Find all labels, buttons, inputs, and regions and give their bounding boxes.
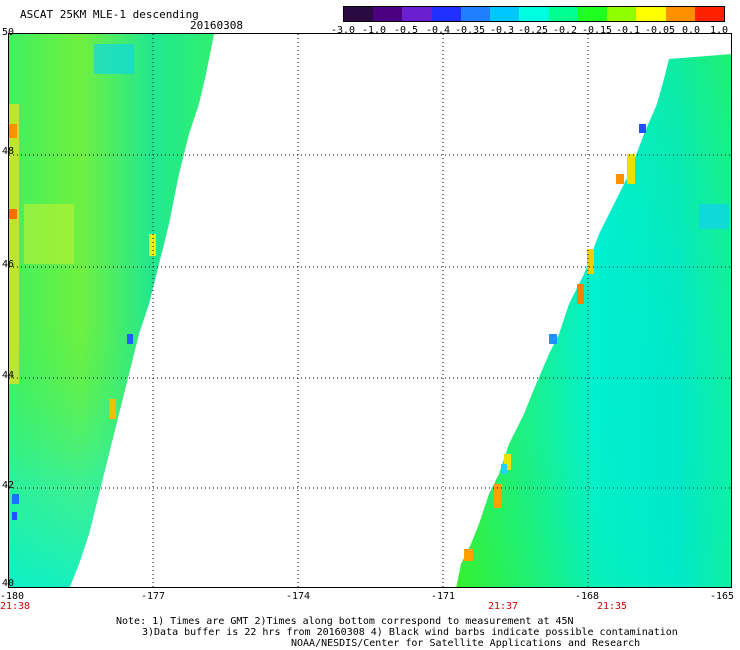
lat-label: 42 (2, 480, 15, 491)
time-label: 21:38 (0, 601, 31, 612)
legend-tick: 0.0 (681, 25, 701, 36)
right-swath-cyan (501, 464, 507, 474)
legend-swatch (519, 7, 549, 21)
legend-swatch (607, 7, 637, 21)
time-label: 21:35 (596, 601, 628, 612)
right-swath-blue (639, 124, 646, 133)
legend-tick: -0.1 (615, 25, 641, 36)
legend-tick: 1.0 (709, 25, 729, 36)
map-canvas (9, 34, 731, 587)
left-swath-yellow-patch (24, 204, 74, 264)
left-swath-orange (9, 124, 17, 138)
lat-label: 50 (2, 27, 15, 38)
left-swath-edge (9, 104, 19, 384)
legend-tick: -1.0 (361, 25, 387, 36)
note-line-2: 3)Data buffer is 22 hrs from 20160308 4)… (142, 627, 678, 638)
note-line-1: Note: 1) Times are GMT 2)Times along bot… (116, 616, 574, 627)
legend-swatch (344, 7, 374, 21)
right-swath-blue (549, 334, 557, 344)
legend-swatch (373, 7, 403, 21)
color-legend (343, 6, 725, 22)
legend-swatch (548, 7, 578, 21)
legend-swatch (460, 7, 491, 21)
lat-label: 44 (2, 370, 15, 381)
legend-tick: -0.5 (393, 25, 419, 36)
right-swath-cyan-patch (699, 204, 729, 229)
lon-label: -171 (430, 591, 456, 602)
legend-swatch (402, 7, 432, 21)
legend-swatch (636, 7, 666, 21)
legend-swatch (665, 7, 695, 21)
legend-tick: -0.2 (552, 25, 578, 36)
legend-tick: -0.25 (517, 25, 549, 36)
map-date: 20160308 (190, 19, 243, 32)
map-plot-area (8, 33, 732, 588)
time-label: 21:37 (487, 601, 519, 612)
legend-tick: -0.4 (425, 25, 451, 36)
left-swath-shade (9, 314, 139, 587)
lon-label: -174 (285, 591, 311, 602)
lat-label: 48 (2, 146, 15, 157)
left-swath-yellow (109, 399, 116, 419)
legend-tick: -0.3 (489, 25, 515, 36)
lon-label: -177 (140, 591, 166, 602)
right-swath-orange (616, 174, 624, 184)
map-title: ASCAT 25KM MLE-1 descending (20, 8, 199, 21)
lat-label: 46 (2, 259, 15, 270)
legend-tick: -3.0 (330, 25, 356, 36)
legend-tick: -0.35 (454, 25, 486, 36)
left-swath-yellow (149, 234, 156, 256)
right-swath-yellow (587, 249, 594, 274)
right-swath-shade (456, 54, 731, 587)
legend-swatch (490, 7, 520, 21)
lon-label: -180 (0, 591, 25, 602)
left-swath-blue (12, 512, 17, 520)
right-swath-orange (464, 549, 473, 561)
right-swath-yellow (627, 154, 635, 184)
lat-label: 40 (2, 578, 15, 589)
note-line-3: NOAA/NESDIS/Center for Satellite Applica… (291, 638, 641, 649)
legend-swatch (577, 7, 608, 21)
right-swath-yellow (504, 454, 511, 470)
left-swath-blue (12, 494, 19, 504)
right-swath-orange (494, 484, 502, 508)
lon-label: -168 (574, 591, 600, 602)
left-swath-cyan-patch (94, 44, 134, 74)
graticule (9, 34, 731, 587)
legend-swatch (694, 7, 725, 21)
legend-tick: -0.05 (644, 25, 676, 36)
left-swath-blue (127, 334, 133, 344)
left-swath-orange (9, 209, 17, 219)
lon-label: -165 (709, 591, 735, 602)
right-swath-orange (577, 284, 584, 304)
legend-swatch (431, 7, 461, 21)
legend-tick: -0.15 (581, 25, 613, 36)
